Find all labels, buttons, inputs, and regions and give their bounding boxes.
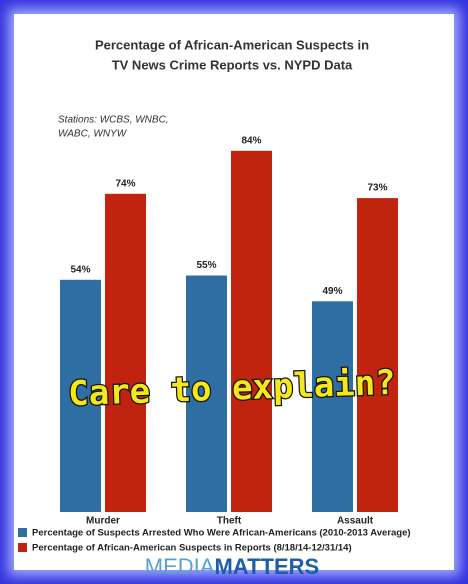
note: WABC, WNYW	[58, 129, 128, 140]
legend-swatch	[18, 528, 27, 537]
brand-part: MATTERS	[214, 554, 319, 579]
chart-title: TV News Crime Reports vs. NYPD Data	[112, 57, 353, 72]
legend-label: Percentage of Suspects Arrested Who Were…	[32, 528, 411, 539]
x-tick-label: Murder	[86, 516, 120, 527]
brand-part: MEDIA	[145, 554, 215, 579]
bar	[357, 198, 398, 512]
x-tick-label: Assault	[337, 516, 374, 527]
value-label: 55%	[196, 260, 216, 271]
bar	[312, 301, 353, 512]
legend-swatch	[18, 543, 27, 552]
bar	[60, 279, 101, 512]
value-label: 54%	[70, 264, 90, 275]
x-tick-label: Theft	[217, 516, 242, 527]
legend: Percentage of Suspects Arrested Who Were…	[18, 528, 411, 554]
bar	[105, 193, 146, 513]
value-label: 74%	[115, 178, 135, 189]
value-label: 49%	[322, 286, 342, 297]
bar	[186, 275, 227, 512]
brand: MEDIAMATTERS	[145, 554, 319, 579]
plot: 54% 74% Murder 55% 84% Theft 49% 73% Assault	[60, 135, 398, 527]
bar	[231, 150, 272, 513]
chart-title: Percentage of African-American Suspects …	[95, 37, 369, 52]
legend-label: Percentage of African-American Suspects …	[32, 543, 352, 554]
value-label: 84%	[241, 135, 261, 146]
note: Stations: WCBS, WNBC,	[58, 115, 169, 126]
value-label: 73%	[367, 183, 387, 194]
